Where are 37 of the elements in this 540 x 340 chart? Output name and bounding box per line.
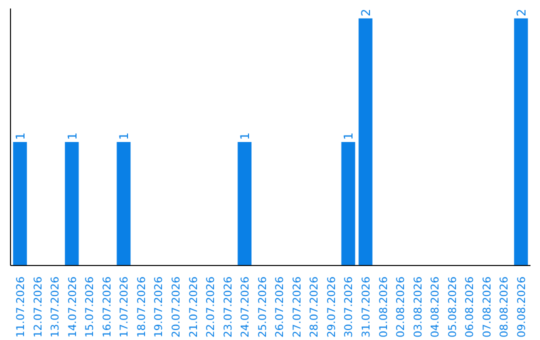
x-tick-label: 06.08.2026 — [463, 276, 476, 338]
x-tick-label: 03.08.2026 — [411, 276, 424, 338]
x-tick-label: 17.07.2026 — [118, 276, 131, 338]
x-tick-label: 28.07.2026 — [308, 276, 321, 338]
x-tick-label: 14.07.2026 — [66, 276, 79, 338]
x-tick-label: 18.07.2026 — [134, 276, 148, 338]
x-tick-label: 08.08.2026 — [498, 276, 511, 338]
x-tick-label: 04.08.2026 — [428, 276, 442, 338]
x-tick-label: 12.07.2026 — [31, 276, 44, 338]
x-tick-label: 11.07.2026 — [14, 276, 27, 338]
x-tick-label: 13.07.2026 — [48, 276, 62, 338]
x-tick-label: 01.08.2026 — [376, 276, 390, 338]
x-tick-label: 22.07.2026 — [204, 276, 218, 338]
data-label: 1 — [342, 132, 356, 140]
data-label: 2 — [359, 8, 374, 16]
data-label: 1 — [238, 132, 252, 140]
x-tick-label: 25.07.2026 — [256, 276, 269, 338]
x-tick-label: 21.07.2026 — [186, 276, 200, 338]
data-label: 1 — [117, 132, 132, 140]
x-tick-label: 07.08.2026 — [480, 276, 494, 338]
x-tick-label: 16.07.2026 — [100, 276, 114, 338]
x-tick-label: 09.08.2026 — [515, 276, 528, 338]
x-tick-label: 15.07.2026 — [83, 276, 96, 338]
data-label: 1 — [65, 132, 80, 140]
data-label: 2 — [514, 8, 528, 16]
x-tick-label: 02.08.2026 — [394, 276, 408, 338]
x-tick-label: 29.07.2026 — [324, 276, 338, 338]
x-tick-label: 31.07.2026 — [360, 276, 373, 338]
x-tick-label: 30.07.2026 — [342, 276, 356, 338]
data-label: 1 — [14, 132, 28, 140]
x-tick-label: 19.07.2026 — [152, 276, 166, 338]
x-tick-label: 26.07.2026 — [273, 276, 286, 338]
x-tick-label: 20.07.2026 — [169, 276, 182, 338]
x-tick-label: 05.08.2026 — [446, 276, 459, 338]
x-tick-label: 23.07.2026 — [221, 276, 234, 338]
x-tick-label: 27.07.2026 — [290, 276, 304, 338]
x-tick-label: 24.07.2026 — [238, 276, 252, 338]
